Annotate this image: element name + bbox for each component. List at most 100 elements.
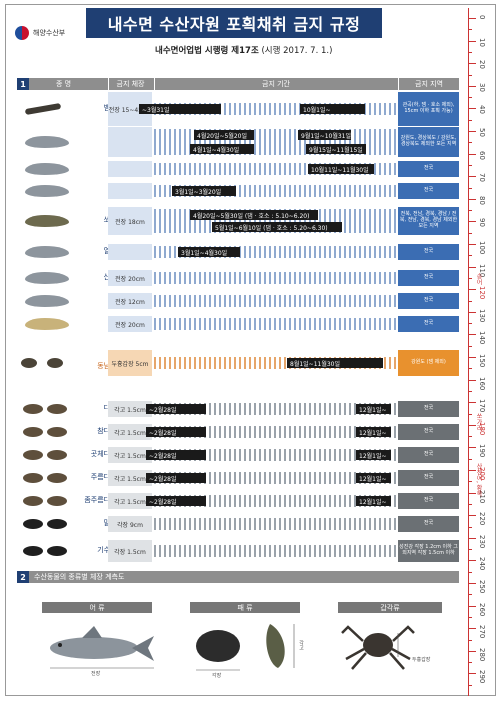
restricted-region: 전국 (398, 493, 459, 509)
closed-period-bar: ~3월31일 (139, 104, 221, 114)
ruler-minor-tick (468, 277, 472, 279)
page-subtitle: 내수면어업법 시행령 제17조 (시행 2017. 7. 1.) (155, 44, 332, 56)
species-row: 곳체다슬기 각고 1.5cm ~2월28일 12월1일~ 전국 (17, 447, 459, 463)
closed-period-bar: 3월1일~3월20일 (172, 186, 236, 196)
restricted-region: 전국 (398, 516, 459, 532)
ruler-number: 0 (478, 15, 486, 20)
ruler-tick (468, 402, 476, 404)
closed-period-bar: 12월1일~ (356, 450, 391, 460)
ruler-tick (468, 470, 476, 471)
ruler-tick (468, 311, 476, 313)
ruler-number: 20 (478, 60, 486, 70)
size-limit: 각고 1.5cm (108, 424, 152, 440)
ruler-number: 220 (478, 512, 486, 526)
shellfish-icon (23, 473, 43, 483)
category-shellfish: 패 류 (190, 602, 300, 613)
shellfish-icon (47, 404, 67, 414)
ruler-tick (468, 537, 476, 539)
closed-period-band (154, 449, 397, 461)
closed-period-band (154, 318, 397, 330)
ruler-tick (468, 650, 476, 652)
crab-legs (341, 625, 415, 670)
section1-header: 1 종 명 금지 체장 금지 기간 금지 지역 (17, 78, 459, 90)
ruler-tick (468, 18, 476, 19)
fish-length-label: 전장 (91, 671, 101, 677)
size-limit: 전장 18cm (108, 207, 152, 235)
fish-icon (25, 215, 69, 227)
closed-period-bar: ~2월28일 (146, 450, 206, 460)
size-limit (108, 244, 152, 260)
fish-icon (25, 295, 69, 307)
ruler-tick (468, 673, 476, 675)
closed-period-bar: 9월1일~10월31일 (298, 130, 351, 140)
restricted-region: 전국 (398, 470, 459, 486)
ruler-number: 100 (478, 241, 486, 255)
ruler-tick (468, 176, 476, 178)
restricted-region: 성진강 각장 1.2cm 이하 그외지역 각장 1.5cm 이하 (398, 540, 459, 562)
closed-period-bar: ~2월28일 (146, 496, 206, 506)
ruler-number: 270 (478, 625, 486, 639)
ruler-tick (468, 424, 476, 426)
ruler-tick (468, 244, 476, 245)
closed-period-bar: ~2월28일 (146, 473, 206, 483)
closed-period-bar: 12월1일~ (356, 496, 391, 506)
fish-fin (82, 626, 102, 638)
section1-number: 1 (17, 78, 29, 90)
size-limit: 전장 20cm (108, 270, 152, 286)
ruler-number: 150 (478, 354, 486, 368)
restricted-region: 전국 (398, 270, 459, 286)
ruler-number: 140 (478, 331, 486, 345)
ruler-minor-tick (468, 187, 472, 189)
ruler-minor-tick (468, 571, 472, 573)
section2-number: 2 (17, 571, 29, 583)
size-limit: 각고 1.5cm (108, 401, 152, 417)
ruler-number: 250 (478, 580, 486, 594)
ruler-number: 80 (478, 195, 486, 205)
closed-period-band (154, 426, 397, 438)
side-ruler: 0 10 20 30 40 50 60 70 80 90 100 110 120 130 140 150 160… (466, 8, 492, 696)
ruler-number: 40 (478, 105, 486, 115)
closed-period-bar: 8월1일~11월30일 (287, 358, 383, 368)
restricted-region: 강원도, 경상북도 / 강원도, 경상북도 제외한 모든 지역 (398, 127, 459, 157)
ruler-minor-tick (468, 142, 472, 144)
shellfish-icon (23, 404, 43, 414)
closed-period-band (154, 518, 397, 530)
fish-tail (132, 636, 154, 661)
species-row: 주름다슬기 각고 1.5cm ~2월28일 12월1일~ 전국 (17, 470, 459, 486)
ruler-minor-tick (468, 210, 472, 212)
species-name: 주름다슬기 (90, 473, 123, 481)
closed-period-bar: 9월15일~11월15일 (306, 144, 366, 154)
ruler-tick (468, 153, 476, 155)
ruler-minor-tick (468, 616, 472, 618)
fish-diagram (50, 626, 154, 669)
shellfish-icon (47, 496, 67, 506)
ruler-number: 50 (478, 128, 486, 137)
ruler-tick (468, 379, 476, 381)
closed-period-band (154, 272, 397, 284)
ruler-minor-tick (468, 51, 472, 53)
closed-period-band (154, 495, 397, 507)
ruler-number: 280 (478, 647, 486, 662)
ruler-tick (468, 108, 476, 110)
ruler-minor-tick (468, 74, 472, 76)
crab-body (363, 633, 393, 657)
ruler-tick (468, 40, 476, 42)
crab-diagram (341, 625, 415, 670)
shellfish-icon (23, 427, 43, 437)
section2-title: 수산동물의 종류별 체장 계측도 (34, 573, 125, 581)
shellfish-icon (23, 450, 43, 460)
restricted-region: 전국 (398, 401, 459, 417)
size-limit (108, 161, 152, 177)
size-limit: 각고 1.5cm (108, 470, 152, 486)
closed-period-bar: 4월1일~4월30일 (190, 144, 254, 154)
ruler-minor-tick (468, 300, 472, 302)
shellfish-icon (47, 427, 67, 437)
fish-icon (25, 163, 69, 175)
species-row: 좀주름다슬기 각고 1.5cm ~2월28일 12월1일~ 전국 (17, 493, 459, 509)
ministry-logo: 해양수산부 (15, 26, 65, 40)
closed-period-bar: 12월1일~ (356, 473, 391, 483)
restricted-region: 관곡(하, 댐 · 호소 제외), 15cm 이하 포획 가능) (398, 92, 459, 126)
ruler-minor-tick (468, 29, 472, 31)
restricted-region: 전국 (398, 161, 459, 177)
